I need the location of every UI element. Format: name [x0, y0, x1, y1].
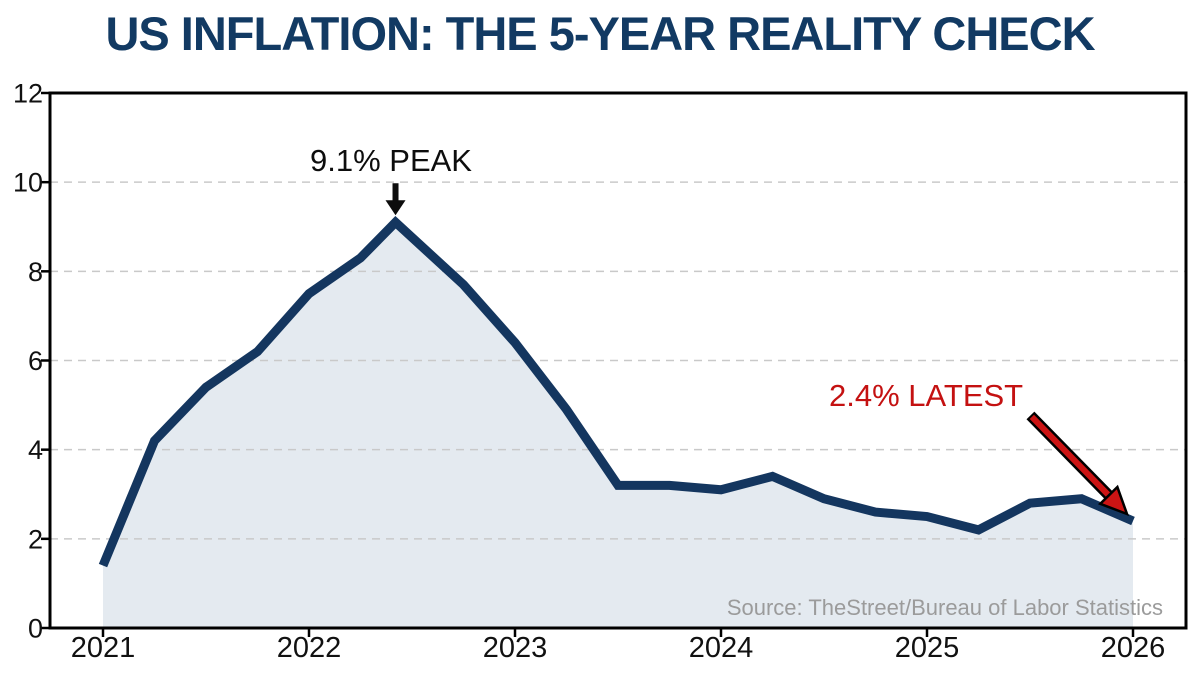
y-tick-label: 2	[28, 524, 43, 554]
peak-annotation: 9.1% PEAK	[310, 143, 472, 178]
y-tick-label: 0	[28, 614, 43, 644]
y-tick-label: 6	[28, 346, 43, 376]
source-attribution: Source: TheStreet/Bureau of Labor Statis…	[726, 595, 1163, 620]
x-tick-label: 2022	[277, 632, 342, 664]
y-tick-label: 12	[13, 79, 43, 109]
tick-labels: 2021 2022 2023 2024 2025 2026 0 2 4 6 8 10 12	[13, 79, 1165, 665]
area-fill	[103, 222, 1133, 628]
x-tick-label: 2024	[689, 632, 754, 664]
latest-red-arrow-icon	[1026, 411, 1130, 517]
tick-marks	[41, 91, 1135, 637]
latest-annotation: 2.4% LATEST	[829, 378, 1024, 413]
y-tick-label: 10	[13, 168, 43, 198]
chart-title: US INFLATION: THE 5-YEAR REALITY CHECK	[105, 7, 1095, 60]
y-tick-label: 8	[28, 257, 43, 287]
x-tick-label: 2023	[483, 632, 548, 664]
x-tick-label: 2026	[1101, 632, 1166, 664]
x-tick-label: 2021	[71, 632, 136, 664]
inflation-line	[98, 216, 1135, 568]
x-tick-label: 2025	[895, 632, 960, 664]
peak-down-arrow-icon	[385, 183, 406, 216]
y-tick-label: 4	[28, 435, 43, 465]
